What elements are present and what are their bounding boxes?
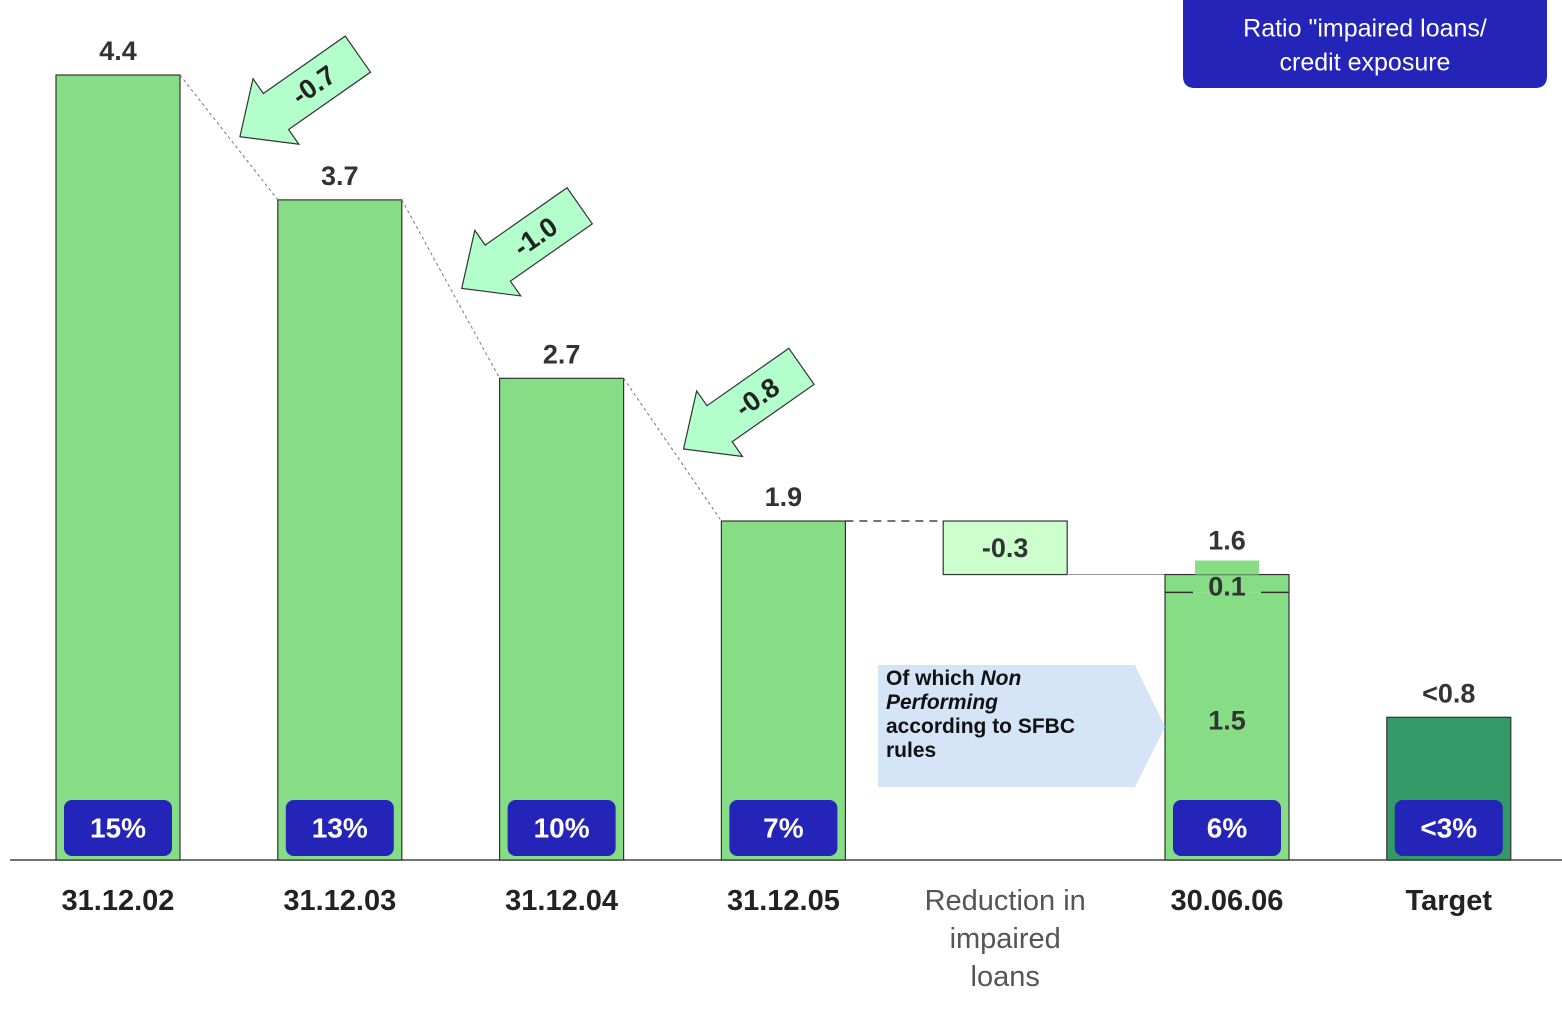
x-tick-label: 31.12.03 — [283, 885, 397, 917]
bar-segment — [1165, 574, 1289, 593]
change-arrow — [460, 186, 594, 297]
ratio-label: 13% — [312, 812, 368, 843]
reduction-bar — [942, 520, 1068, 576]
change-arrow-group: -0.8 — [682, 347, 815, 458]
value-label: <0.8 — [1422, 678, 1475, 708]
legend-text: Ratio "impaired loans/ — [1243, 15, 1487, 43]
x-tick-label: 30.06.06 — [1170, 885, 1284, 917]
x-tick-label: 31.12.04 — [505, 885, 619, 917]
ratio-label: 6% — [1207, 812, 1248, 843]
change-arrow-group: -1.0 — [460, 186, 594, 297]
change-arrow — [239, 35, 372, 146]
value-label: 1.9 — [765, 482, 803, 512]
value-label: -0.3 — [982, 533, 1029, 563]
ratio-label: 10% — [534, 812, 590, 843]
x-tick-label: 31.12.05 — [726, 885, 840, 917]
category-label-box: 31.12.03 — [283, 885, 397, 917]
connector — [401, 199, 501, 379]
category-label-box: Reduction in impaired loans — [924, 885, 1086, 993]
connector — [623, 378, 722, 522]
legend-text: credit exposure — [1280, 49, 1451, 77]
x-tick-label: Target — [1405, 885, 1493, 917]
x-tick-label: 31.12.02 — [61, 885, 175, 917]
ratio-box — [1173, 800, 1281, 856]
value-label: 1.6 — [1208, 526, 1246, 556]
ratio-box — [285, 800, 394, 856]
ratio-box — [729, 800, 838, 856]
ratio-label: 7% — [763, 812, 804, 843]
annotation-box: Of which Non Performing according to SFB… — [886, 667, 1086, 763]
connector — [179, 74, 279, 201]
annotation-text: Non Performing — [886, 667, 1022, 714]
label-patch — [1195, 560, 1259, 575]
ratio-label: <3% — [1420, 812, 1477, 843]
change-arrow — [682, 347, 815, 458]
annotation: Of which Non Performing according to SFB… — [886, 667, 1086, 763]
segment-label: 1.5 — [1208, 705, 1246, 735]
value-label: 2.7 — [543, 339, 581, 369]
category-label-box: 31.12.02 — [61, 885, 175, 917]
bar — [55, 74, 181, 861]
category-label-box: Target — [1405, 885, 1493, 917]
category-label-box: 30.06.06 — [1170, 885, 1284, 917]
bar — [499, 377, 625, 861]
segment-label: 0.1 — [1208, 572, 1246, 602]
annotation-text: according to SFBC rules — [886, 715, 1076, 762]
category-label-box: 31.12.04 — [505, 885, 619, 917]
x-tick-label: Reduction in impaired loans — [924, 885, 1086, 993]
ratio-box — [507, 800, 616, 856]
ratio-box — [1394, 800, 1503, 856]
annotation-text: Of which — [886, 667, 981, 690]
ratio-box — [64, 800, 172, 856]
change-arrow-group: -0.7 — [239, 35, 372, 146]
ratio-label: 15% — [90, 812, 146, 843]
bar — [277, 199, 403, 861]
legend-box — [1183, 0, 1547, 88]
annotation-shape — [878, 665, 1165, 787]
value-label: 3.7 — [321, 161, 359, 191]
category-label-box: 31.12.05 — [726, 885, 840, 917]
value-label: 4.4 — [99, 36, 137, 66]
